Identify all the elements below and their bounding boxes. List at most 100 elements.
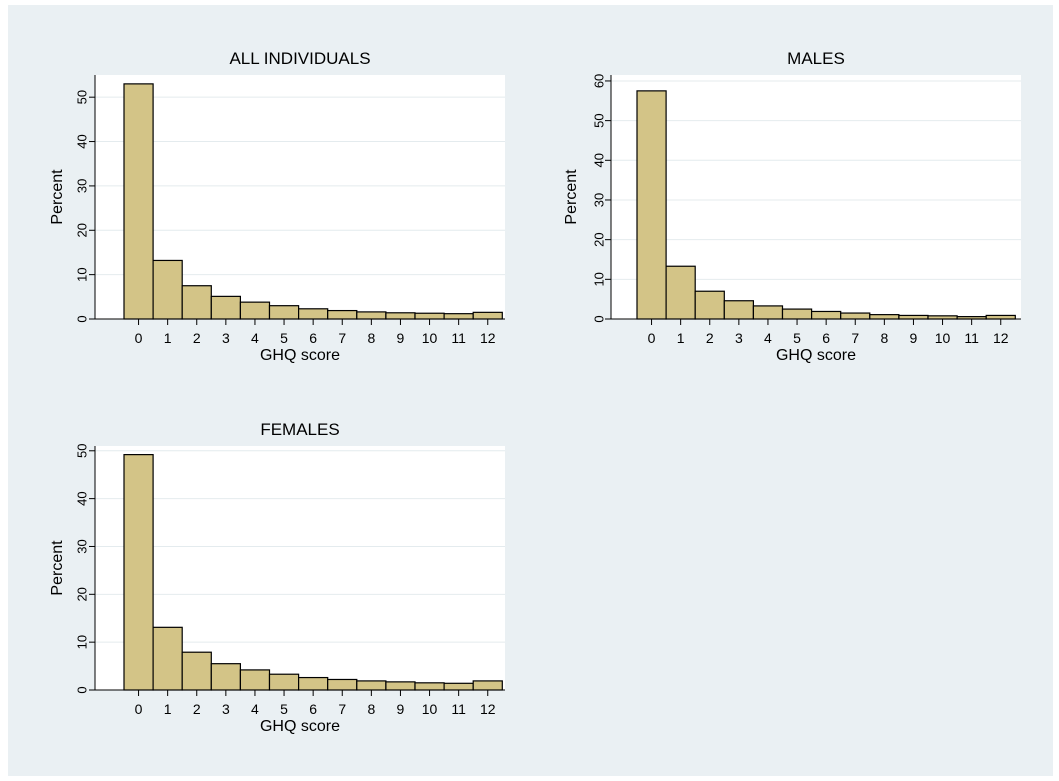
x-tick-label: 3: [222, 701, 230, 717]
x-tick-label: 1: [164, 330, 172, 346]
y-axis-label: Percent: [49, 540, 66, 596]
y-tick-label: 40: [74, 134, 89, 148]
bar-3: [210, 663, 242, 691]
bar-5: [268, 305, 300, 320]
x-tick-label: 0: [135, 701, 143, 717]
y-tick-label: 10: [74, 635, 89, 649]
y-tick-label: 50: [74, 444, 89, 458]
bar-12: [472, 680, 503, 691]
y-tick-label: 10: [591, 272, 606, 286]
bar-9: [385, 312, 416, 320]
bar-2: [181, 285, 212, 320]
x-tick-label: 10: [422, 330, 438, 346]
x-tick-label: 11: [451, 701, 466, 717]
bar-8: [869, 314, 900, 320]
x-tick-label: 3: [735, 330, 743, 346]
x-tick-label: 7: [851, 330, 859, 346]
x-tick-label: 10: [935, 330, 951, 346]
chart-title: ALL INDIVIDUALS: [229, 49, 370, 68]
x-tick-label: 8: [367, 330, 375, 346]
bar-0: [636, 90, 667, 320]
x-tick-label: 5: [280, 701, 288, 717]
x-tick-label: 2: [706, 330, 714, 346]
x-tick-label: 6: [309, 701, 317, 717]
x-tick-label: 8: [367, 701, 375, 717]
bar-3: [723, 300, 754, 320]
bar-11: [443, 313, 474, 320]
x-tick-label: 12: [993, 330, 1009, 346]
x-axis-label: GHQ score: [260, 347, 340, 364]
chart-title: FEMALES: [260, 420, 339, 439]
chart-title: MALES: [787, 49, 845, 68]
y-tick-label: 0: [591, 315, 606, 322]
bar-9: [898, 314, 929, 320]
bar-10: [414, 312, 445, 320]
x-tick-label: 2: [193, 330, 201, 346]
x-tick-label: 9: [910, 330, 918, 346]
x-tick-label: 0: [648, 330, 656, 346]
y-tick-label: 40: [74, 491, 89, 505]
x-tick-label: 7: [338, 701, 346, 717]
bar-1: [152, 259, 183, 320]
bar-7: [327, 309, 358, 320]
x-tick-label: 9: [397, 701, 405, 717]
bar-5: [268, 673, 300, 691]
bar-4: [752, 305, 784, 320]
y-axis-label: Percent: [49, 169, 66, 225]
x-tick-label: 12: [480, 701, 496, 717]
bar-8: [356, 311, 387, 320]
x-tick-label: 10: [422, 701, 438, 717]
x-tick-label: 4: [251, 330, 259, 346]
x-tick-label: 3: [222, 330, 230, 346]
bar-9: [385, 681, 416, 691]
bar-1: [152, 626, 183, 691]
y-tick-label: 50: [591, 113, 606, 127]
y-tick-label: 10: [74, 267, 89, 281]
x-axis-label: GHQ score: [260, 718, 340, 735]
x-tick-label: 7: [338, 330, 346, 346]
bar-10: [414, 682, 445, 691]
x-tick-label: 11: [451, 330, 466, 346]
x-tick-label: 8: [880, 330, 888, 346]
x-tick-label: 6: [822, 330, 830, 346]
y-tick-label: 60: [591, 74, 606, 88]
x-tick-label: 2: [193, 701, 201, 717]
bar-4: [239, 669, 271, 691]
bar-7: [840, 312, 871, 320]
x-tick-label: 5: [280, 330, 288, 346]
bar-0: [123, 83, 154, 320]
x-tick-label: 0: [135, 330, 143, 346]
y-tick-label: 30: [74, 539, 89, 553]
bar-1: [665, 265, 696, 320]
bar-6: [810, 310, 842, 320]
x-tick-label: 11: [964, 330, 979, 346]
x-tick-label: 1: [164, 701, 172, 717]
bar-12: [472, 311, 503, 320]
bar-5: [781, 308, 813, 320]
bar-12: [985, 314, 1016, 320]
bar-6: [298, 308, 329, 320]
x-axis-label: GHQ score: [776, 347, 856, 364]
x-tick-label: 4: [251, 701, 259, 717]
bar-0: [123, 454, 154, 691]
bar-11: [443, 682, 474, 691]
bar-2: [181, 651, 212, 691]
y-tick-label: 0: [74, 686, 89, 693]
x-tick-label: 1: [677, 330, 685, 346]
y-tick-label: 0: [74, 315, 89, 322]
y-tick-label: 20: [74, 223, 89, 237]
x-tick-label: 4: [764, 330, 772, 346]
bar-4: [239, 301, 271, 320]
y-axis-label: Percent: [563, 169, 580, 225]
y-tick-label: 30: [591, 193, 606, 207]
bar-3: [210, 295, 242, 320]
y-tick-label: 20: [74, 587, 89, 601]
bar-8: [356, 680, 387, 691]
y-tick-label: 50: [74, 90, 89, 104]
y-tick-label: 30: [74, 179, 89, 193]
x-tick-label: 6: [309, 330, 317, 346]
y-tick-label: 20: [591, 232, 606, 246]
x-tick-label: 5: [793, 330, 801, 346]
